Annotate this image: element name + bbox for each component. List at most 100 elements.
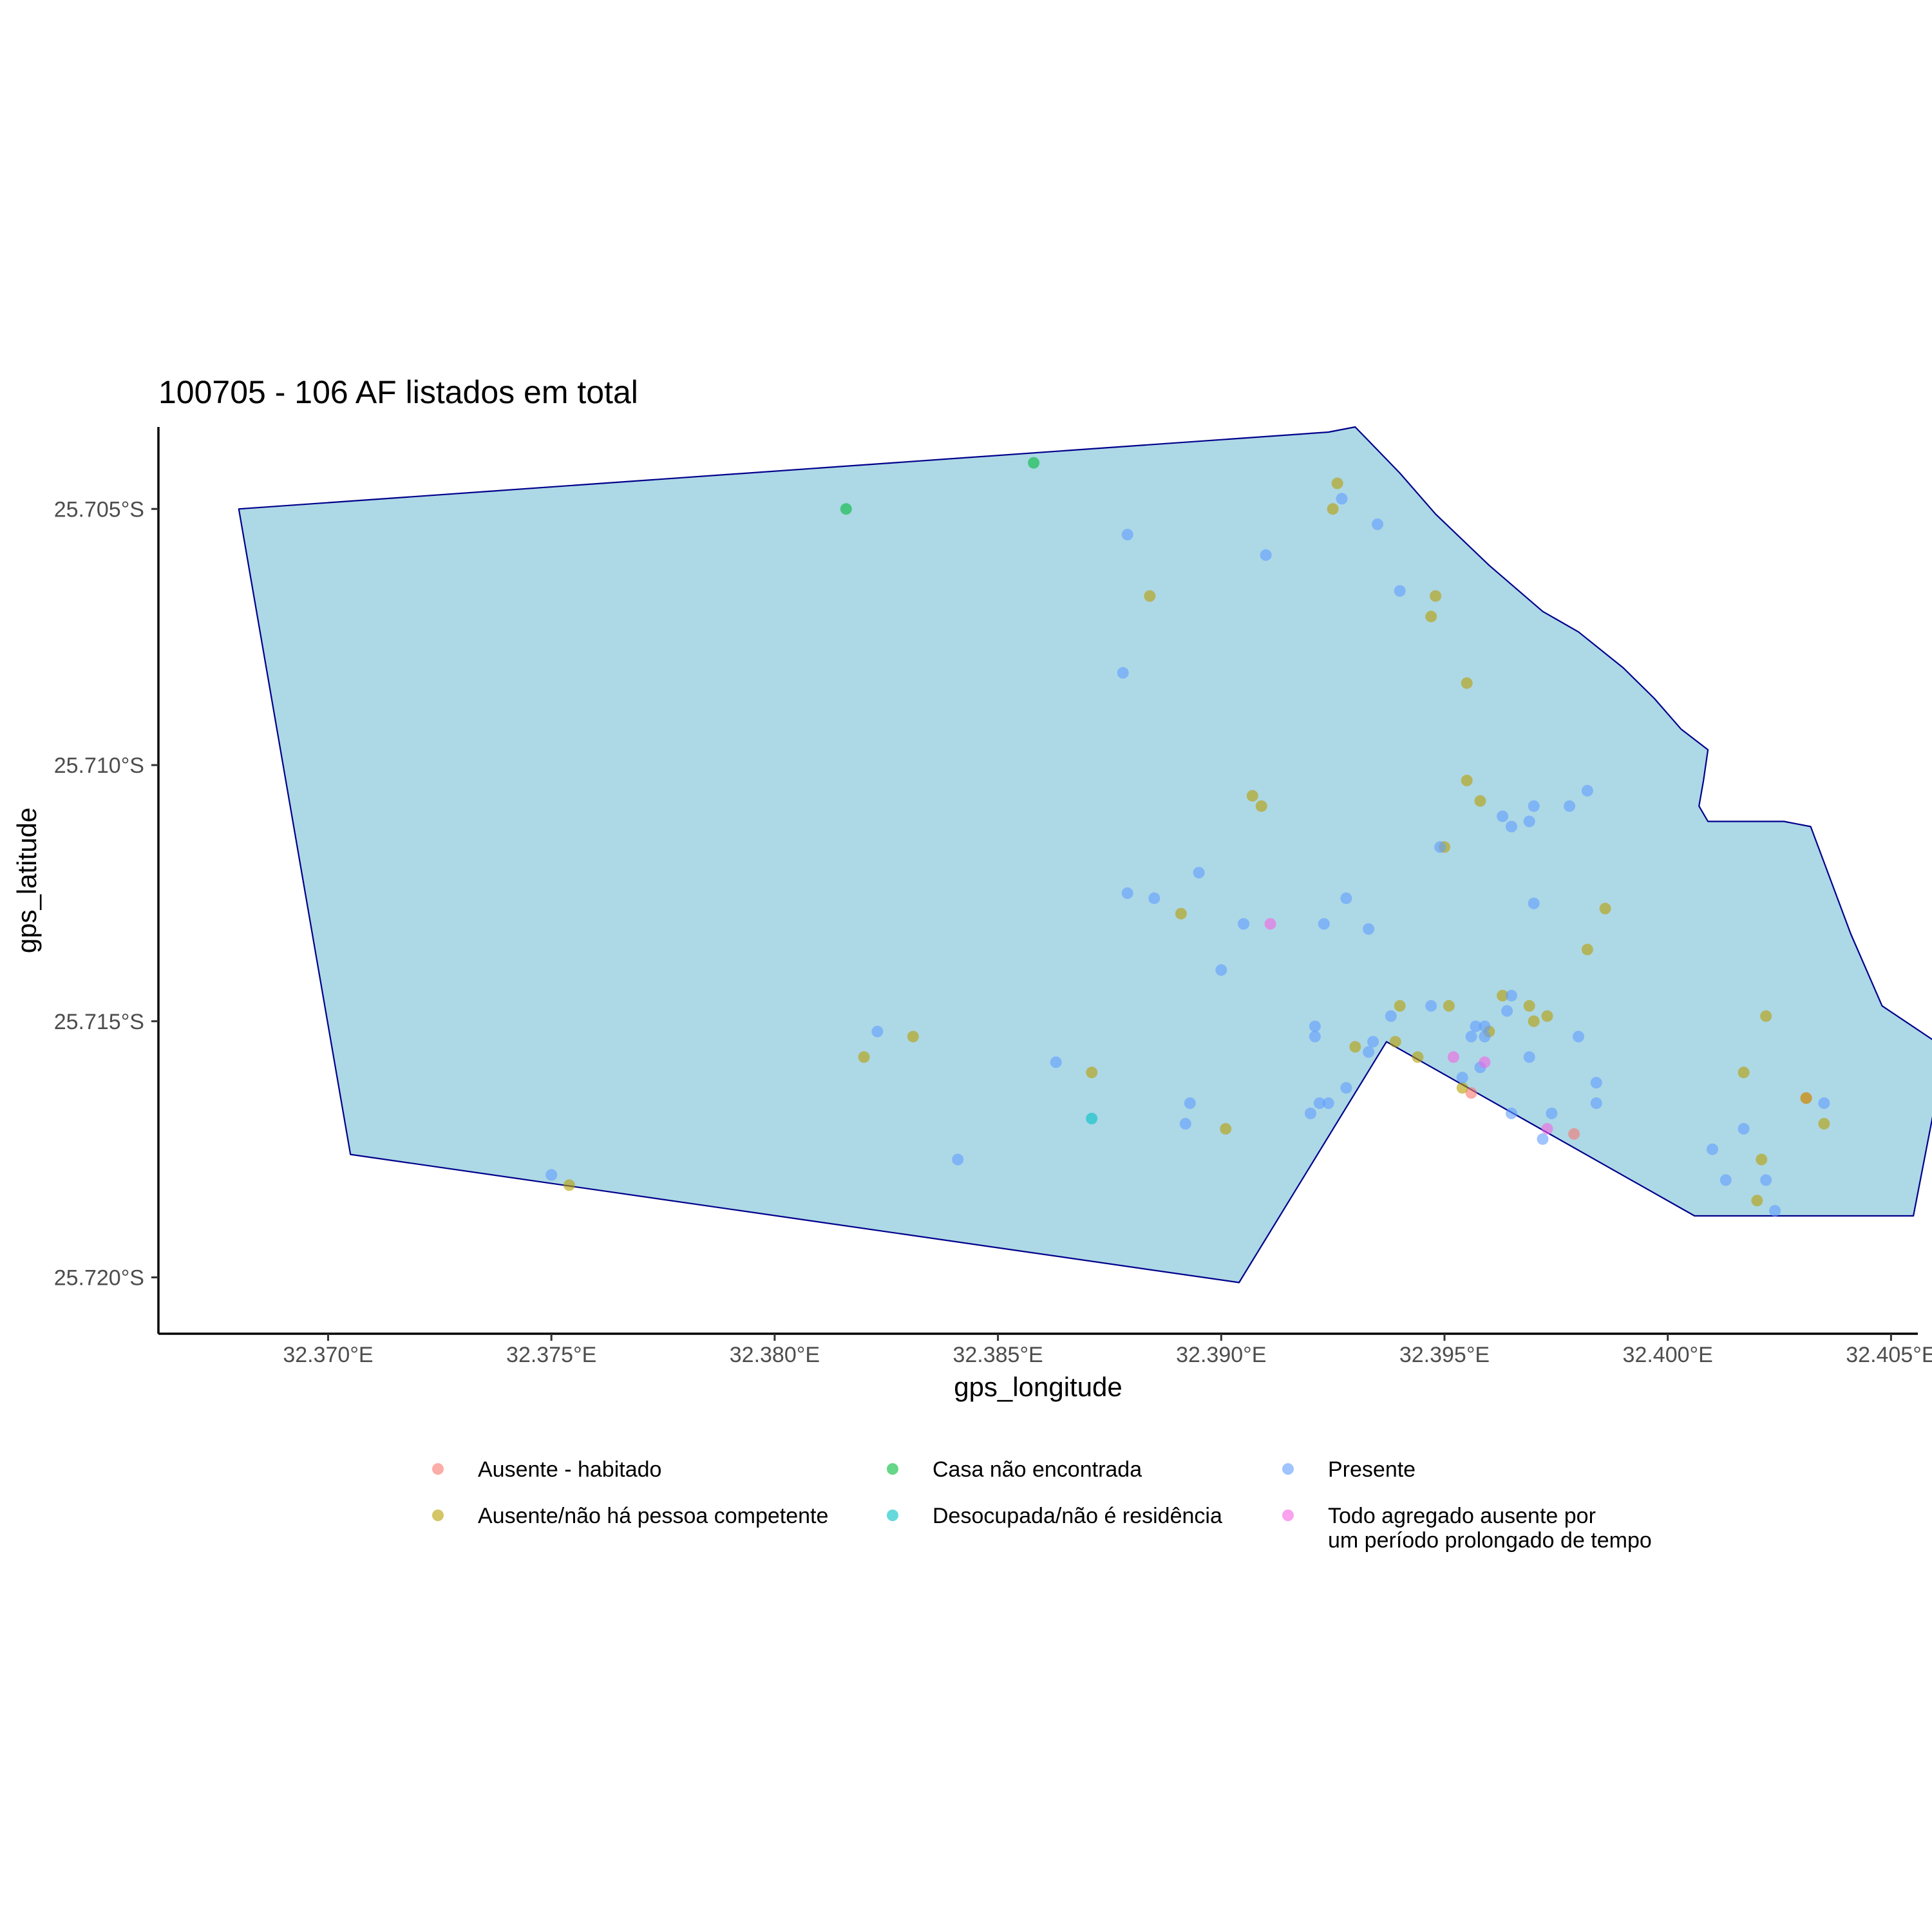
data-point [858, 1051, 870, 1063]
legend-key [1282, 1463, 1294, 1475]
legend-key [887, 1463, 898, 1475]
data-point [1086, 1066, 1098, 1079]
data-point [1430, 590, 1442, 602]
y-axis-title: gps_latitude [12, 808, 42, 954]
data-point [1590, 1077, 1602, 1089]
x-tick-label: 32.385°E [952, 1343, 1043, 1367]
data-point [1117, 667, 1129, 679]
data-point [1349, 1041, 1361, 1053]
legend-label: Ausente - habitado [478, 1457, 661, 1482]
data-point [1497, 990, 1509, 1001]
data-point [1246, 790, 1258, 802]
data-point [1506, 1107, 1517, 1119]
data-point [1313, 1097, 1325, 1109]
data-point [1260, 549, 1272, 561]
data-point [1028, 457, 1040, 469]
data-point [1573, 1030, 1584, 1043]
data-point [1255, 800, 1267, 812]
data-point [1385, 1010, 1397, 1022]
data-point [1541, 1010, 1553, 1022]
data-point [1599, 902, 1611, 914]
legend-item-presente: Presente [1282, 1457, 1416, 1482]
x-axis-title: gps_longitude [954, 1372, 1122, 1402]
data-point [1707, 1143, 1718, 1155]
data-point [1363, 923, 1375, 935]
data-point [1121, 887, 1133, 899]
data-point [1434, 841, 1446, 853]
data-point [1751, 1195, 1763, 1207]
data-point [1474, 795, 1486, 807]
data-point [1121, 529, 1133, 541]
data-point [1479, 1030, 1491, 1043]
points-layer [545, 457, 1830, 1217]
data-point [1461, 774, 1473, 786]
data-point [1760, 1174, 1772, 1186]
data-point [1719, 1174, 1732, 1186]
data-point [1818, 1117, 1830, 1130]
data-point [1800, 1092, 1812, 1104]
data-point [1389, 1036, 1401, 1048]
data-point [952, 1153, 964, 1166]
data-point [1465, 1087, 1477, 1099]
series-presente [545, 493, 1830, 1217]
legend-label: Ausente/não há pessoa competente [478, 1504, 828, 1528]
data-point [1528, 800, 1540, 812]
data-point [1528, 1015, 1540, 1027]
region-boundary [238, 426, 1932, 1283]
data-point [1367, 1036, 1379, 1048]
data-point [1238, 918, 1249, 930]
data-point [1425, 999, 1437, 1012]
data-point [1769, 1205, 1781, 1217]
plot-panel [238, 426, 1932, 1283]
data-point [1479, 1056, 1491, 1068]
data-point [1465, 1030, 1477, 1043]
legend-item-ausente-nao-ha-pessoa-competente: Ausente/não há pessoa competente [432, 1504, 828, 1528]
data-point [1327, 503, 1339, 515]
data-point [1738, 1122, 1750, 1135]
data-point [1537, 1133, 1549, 1145]
data-point [1581, 943, 1593, 956]
data-point [1148, 892, 1160, 904]
data-point [1264, 918, 1276, 930]
data-point [545, 1169, 558, 1181]
x-tick-label: 32.405°E [1846, 1343, 1932, 1367]
data-point [1175, 907, 1187, 920]
x-tick-label: 32.380°E [730, 1343, 820, 1367]
data-point [1336, 493, 1348, 505]
legend-label: Presente [1328, 1457, 1416, 1482]
data-point [1568, 1128, 1580, 1140]
series-casa-nao-encontrada [840, 457, 1040, 515]
y-tick-label: 25.720°S [54, 1265, 144, 1290]
data-point [1523, 1051, 1535, 1063]
data-point [1506, 820, 1517, 833]
data-point [1523, 815, 1535, 828]
data-point [1461, 677, 1473, 689]
data-point [1394, 585, 1406, 597]
data-point [1394, 999, 1406, 1012]
data-point [1340, 892, 1352, 904]
data-point [1738, 1066, 1750, 1079]
data-point [1144, 590, 1156, 602]
y-tick-label: 25.705°S [54, 497, 144, 522]
data-point [1756, 1153, 1768, 1166]
legend-label: um período prolongado de tempo [1328, 1528, 1652, 1553]
data-point [907, 1030, 919, 1043]
legend-key [887, 1510, 898, 1521]
data-point [1470, 1020, 1482, 1032]
x-tick-label: 32.370°E [283, 1343, 373, 1367]
data-point [1305, 1107, 1316, 1119]
data-point [1318, 918, 1330, 930]
data-point [563, 1179, 575, 1191]
x-tick-label: 32.400°E [1623, 1343, 1713, 1367]
data-point [1479, 1020, 1491, 1032]
data-point [1086, 1112, 1098, 1124]
data-point [1412, 1051, 1424, 1063]
data-point [1528, 897, 1540, 909]
data-point [1447, 1051, 1459, 1063]
data-point [1760, 1010, 1772, 1022]
data-point [1523, 999, 1535, 1012]
data-point [1363, 1046, 1375, 1058]
data-point [1818, 1097, 1830, 1109]
